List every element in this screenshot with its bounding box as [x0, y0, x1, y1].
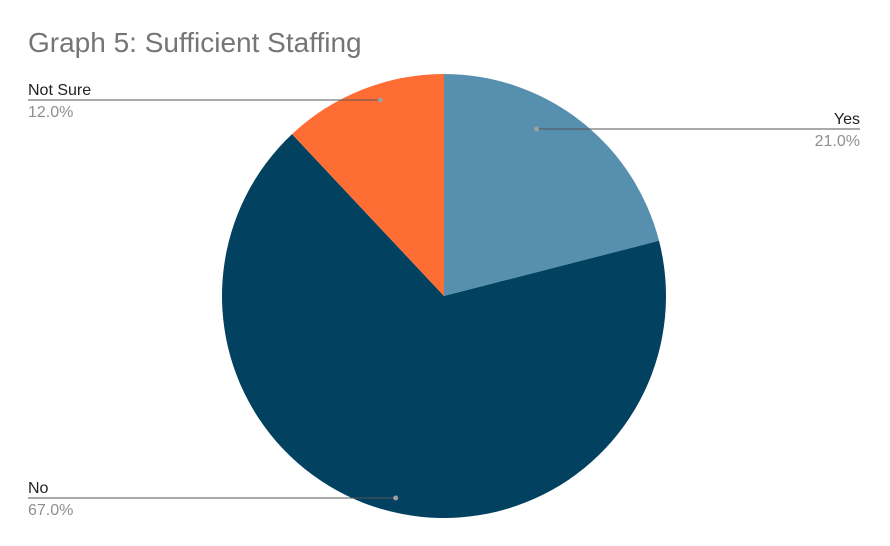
leader-dot-yes — [534, 126, 540, 132]
slice-label-no: No — [28, 480, 49, 497]
slice-percent-no: 67.0% — [28, 502, 73, 519]
slice-no — [221, 134, 667, 519]
slice-percent-not-sure: 12.0% — [28, 104, 73, 121]
slice-label-yes: Yes — [834, 111, 860, 128]
leader-dot-not-sure — [377, 97, 383, 103]
pie-slices — [221, 74, 667, 519]
chart-title: Graph 5: Sufficient Staffing — [28, 27, 362, 58]
slice-not-sure — [292, 74, 444, 296]
slice-labels: Yes 21.0% No 67.0% Not Sure 12.0% — [28, 82, 860, 519]
slice-label-not-sure: Not Sure — [28, 82, 91, 99]
slice-percent-yes: 21.0% — [815, 133, 860, 150]
slice-yes — [444, 74, 660, 296]
leader-dot-no — [393, 495, 399, 501]
